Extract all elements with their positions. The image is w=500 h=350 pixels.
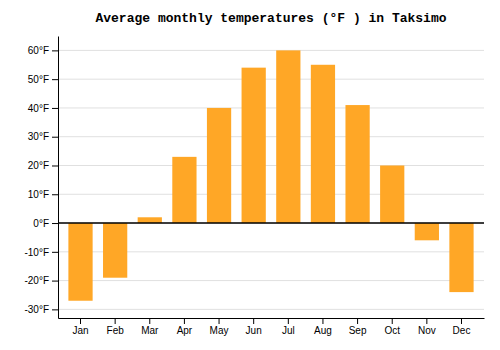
y-tick: -30°F [24,304,58,315]
y-tick: -10°F [24,247,58,258]
x-tick-mark [115,318,116,324]
y-tick: 40°F [28,103,58,114]
x-tick-label: Mar [141,325,159,336]
bar [380,165,404,223]
y-tick-label: -30°F [24,304,49,315]
x-axis: Jan Feb Mar Apr May Jun Jul Aug Sep Oct Nov Dec [59,318,485,336]
x-tick-label: Aug [314,325,332,336]
grid-line [58,194,484,195]
bar [138,217,162,223]
y-tick-mark [52,79,58,80]
x-tick: Apr [177,318,193,336]
bar [207,108,231,223]
x-tick-label: Jul [282,325,295,336]
x-tick-label: Feb [107,325,125,336]
bar [311,65,335,223]
grid [58,50,484,309]
y-tick-mark [52,281,58,282]
x-tick-mark [149,318,150,324]
y-axis: -30°F -20°F -10°F 0°F 10°F 20°F 30°F 40°F 50°F 60… [24,37,58,319]
y-tick-mark [52,252,58,253]
x-tick: May [210,318,229,336]
y-tick-label: -10°F [24,247,49,258]
title: Average monthly temperatures (°F ) in Ta… [95,11,446,26]
y-tick-mark [52,223,58,224]
x-tick: Oct [384,318,400,336]
x-tick-label: Nov [418,325,436,336]
y-tick-mark [52,165,58,166]
plot-area: -30°F -20°F -10°F 0°F 10°F 20°F 30°F 40°F 50°F 60… [24,37,484,337]
x-tick-mark [184,318,185,324]
zero-line [58,222,484,224]
bar [103,223,127,278]
y-tick-mark [52,194,58,195]
y-tick: -20°F [24,275,58,286]
grid-line [58,79,484,80]
y-tick-label: 30°F [28,131,49,142]
y-tick-label: 0°F [33,218,49,229]
bar [276,50,300,223]
x-tick-label: Oct [384,325,400,336]
grid-line [58,280,484,281]
bars [68,50,473,300]
bar [345,105,369,223]
x-tick: Aug [314,318,332,336]
y-tick: 50°F [28,74,58,85]
y-tick-label: 20°F [28,160,49,171]
x-tick-mark [80,318,81,324]
x-tick-label: Sep [349,325,367,336]
y-tick: 20°F [28,160,58,171]
y-tick-label: 50°F [28,74,49,85]
bar [242,68,266,223]
grid-line [58,107,484,108]
x-tick-mark [219,318,220,324]
bar [68,223,92,301]
x-tick-label: Jan [72,325,88,336]
y-tick: 30°F [28,131,58,142]
y-tick-mark [52,137,58,138]
x-tick: Mar [141,318,159,336]
y-tick-mark [52,108,58,109]
x-axis-line [59,318,485,319]
chart-svg: -30°F -20°F -10°F 0°F 10°F 20°F 30°F 40°F 50°F 60… [0,0,500,350]
x-tick-mark [322,318,323,324]
x-tick-mark [253,318,254,324]
x-tick-mark [392,318,393,324]
y-tick: 60°F [28,45,58,56]
x-tick: Dec [453,318,471,336]
y-tick-mark [52,309,58,310]
y-tick-mark [52,50,58,51]
grid-line [58,50,484,51]
x-tick: Jul [282,318,295,336]
x-tick-label: Jun [246,325,262,336]
y-tick-label: 10°F [28,189,49,200]
bar [415,223,439,240]
chart-container: -30°F -20°F -10°F 0°F 10°F 20°F 30°F 40°F 50°F 60… [0,0,500,350]
x-tick: Feb [107,318,125,336]
x-tick: Sep [349,318,367,336]
grid-line [58,223,484,224]
grid-line [58,309,484,310]
y-tick: 10°F [28,189,58,200]
y-axis-line [58,37,59,319]
x-tick-label: May [210,325,229,336]
x-tick: Jun [246,318,262,336]
x-tick-mark [288,318,289,324]
grid-line [58,165,484,166]
x-tick-label: Dec [453,325,471,336]
x-tick: Jan [72,318,88,336]
x-tick-mark [426,318,427,324]
y-tick-label: 40°F [28,103,49,114]
x-tick-mark [461,318,462,324]
y-tick-label: -20°F [24,275,49,286]
bar [172,157,196,223]
x-tick-label: Apr [177,325,193,336]
x-tick-mark [357,318,358,324]
y-tick: 0°F [33,218,58,229]
x-tick: Nov [418,318,436,336]
y-tick-label: 60°F [28,45,49,56]
bar [449,223,473,292]
grid-line [58,136,484,137]
